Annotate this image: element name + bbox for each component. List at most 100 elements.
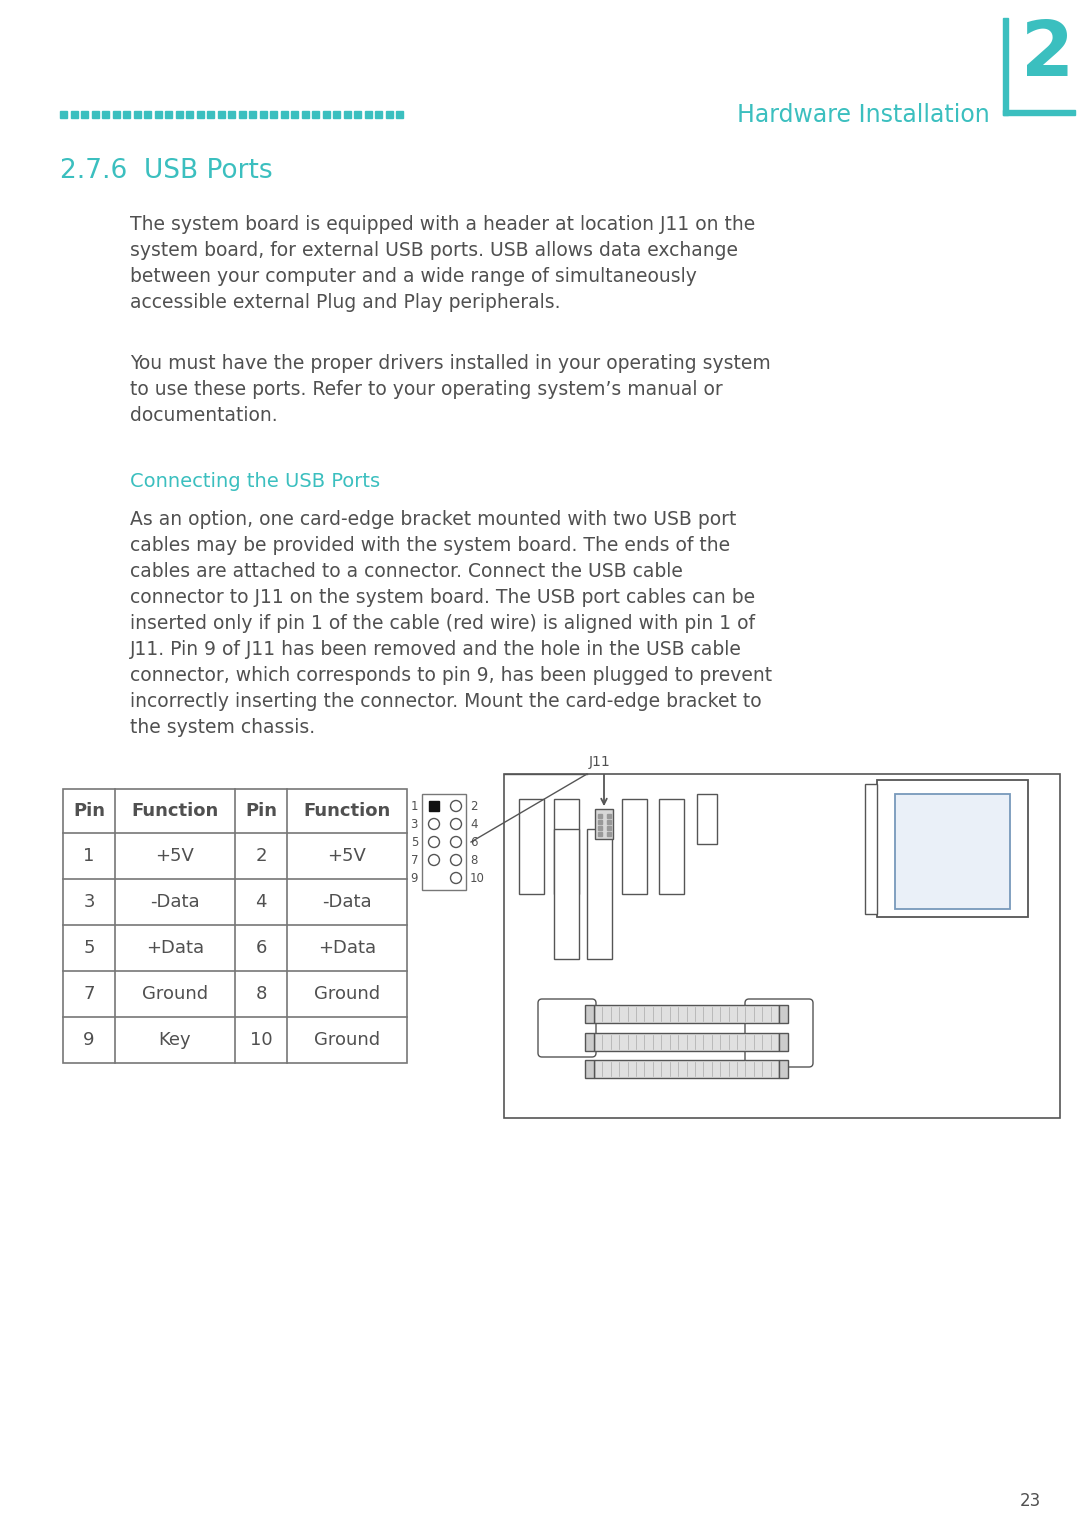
Text: 10: 10	[249, 1031, 272, 1049]
Bar	[594, 1005, 779, 1023]
Text: 10: 10	[470, 872, 485, 884]
Text: The system board is equipped with a header at location J11 on the: The system board is equipped with a head…	[130, 216, 755, 234]
Bar	[259, 112, 267, 118]
Bar	[598, 826, 602, 830]
Text: 2: 2	[470, 800, 477, 812]
Bar	[207, 112, 214, 118]
Bar	[519, 800, 544, 894]
Bar	[249, 112, 256, 118]
Bar	[554, 800, 579, 894]
Text: incorrectly inserting the connector. Mount the card-edge bracket to: incorrectly inserting the connector. Mou…	[130, 693, 761, 711]
Bar	[607, 820, 611, 824]
Text: J11: J11	[589, 755, 611, 769]
FancyBboxPatch shape	[745, 998, 813, 1067]
Text: 6: 6	[255, 939, 267, 957]
Text: Key: Key	[159, 1031, 191, 1049]
Text: Ground: Ground	[314, 985, 380, 1003]
Bar	[598, 813, 602, 818]
Bar	[779, 1060, 788, 1078]
Text: +5V: +5V	[156, 847, 194, 865]
Text: 2: 2	[1022, 18, 1075, 92]
Bar	[134, 112, 140, 118]
Text: cables are attached to a connector. Connect the USB cable: cables are attached to a connector. Conn…	[130, 563, 683, 581]
Text: Pin: Pin	[245, 803, 276, 820]
Text: the system chassis.: the system chassis.	[130, 719, 315, 737]
Text: Function: Function	[303, 803, 391, 820]
Text: 7: 7	[83, 985, 95, 1003]
Bar	[175, 112, 183, 118]
Bar	[895, 794, 1010, 910]
Text: +Data: +Data	[318, 939, 376, 957]
Bar	[323, 112, 329, 118]
Bar	[312, 112, 319, 118]
Bar	[595, 809, 613, 839]
Bar	[165, 112, 172, 118]
Text: 3: 3	[410, 818, 418, 830]
Text: 7: 7	[410, 853, 418, 867]
Text: 5: 5	[410, 835, 418, 849]
Text: Pin: Pin	[73, 803, 105, 820]
Text: 1: 1	[83, 847, 95, 865]
Bar	[270, 112, 276, 118]
Text: inserted only if pin 1 of the cable (red wire) is aligned with pin 1 of: inserted only if pin 1 of the cable (red…	[130, 615, 755, 633]
Text: 3: 3	[83, 893, 95, 911]
Bar	[281, 112, 287, 118]
Text: to use these ports. Refer to your operating system’s manual or: to use these ports. Refer to your operat…	[130, 381, 723, 399]
Bar	[123, 112, 130, 118]
Bar	[70, 112, 78, 118]
Text: Connecting the USB Ports: Connecting the USB Ports	[130, 472, 380, 491]
Text: 9: 9	[83, 1031, 95, 1049]
Text: Ground: Ground	[141, 985, 208, 1003]
Bar	[154, 112, 162, 118]
Text: J11. Pin 9 of J11 has been removed and the hole in the USB cable: J11. Pin 9 of J11 has been removed and t…	[130, 641, 742, 659]
Text: Ground: Ground	[314, 1031, 380, 1049]
Text: -Data: -Data	[322, 893, 372, 911]
Bar	[697, 794, 717, 844]
Text: connector, which corresponds to pin 9, has been plugged to prevent: connector, which corresponds to pin 9, h…	[130, 667, 772, 685]
Bar	[291, 112, 298, 118]
Text: cables may be provided with the system board. The ends of the: cables may be provided with the system b…	[130, 537, 730, 555]
Bar	[60, 112, 67, 118]
Bar	[365, 112, 372, 118]
Text: As an option, one card-edge bracket mounted with two USB port: As an option, one card-edge bracket moun…	[130, 511, 737, 529]
Bar	[429, 801, 438, 810]
Text: 8: 8	[255, 985, 267, 1003]
Bar	[333, 112, 340, 118]
Bar	[301, 112, 309, 118]
Bar	[585, 1005, 594, 1023]
FancyBboxPatch shape	[538, 998, 596, 1057]
Text: You must have the proper drivers installed in your operating system: You must have the proper drivers install…	[130, 355, 771, 373]
Bar	[217, 112, 225, 118]
Text: between your computer and a wide range of simultaneously: between your computer and a wide range o…	[130, 268, 697, 286]
Text: 2: 2	[255, 847, 267, 865]
Bar	[343, 112, 351, 118]
Text: connector to J11 on the system board. The USB port cables can be: connector to J11 on the system board. Th…	[130, 589, 755, 607]
Text: documentation.: documentation.	[130, 407, 278, 425]
Bar	[186, 112, 193, 118]
Bar	[877, 780, 1028, 917]
Bar	[865, 784, 877, 914]
Bar	[228, 112, 235, 118]
Bar	[622, 800, 647, 894]
Bar	[354, 112, 361, 118]
Bar	[1003, 110, 1075, 115]
Bar	[81, 112, 87, 118]
Bar	[779, 1005, 788, 1023]
Bar	[554, 829, 579, 959]
Text: accessible external Plug and Play peripherals.: accessible external Plug and Play periph…	[130, 294, 561, 312]
Bar	[598, 820, 602, 824]
Bar	[588, 829, 612, 959]
Bar	[239, 112, 245, 118]
Bar	[598, 832, 602, 836]
Text: 1: 1	[410, 800, 418, 812]
Text: 9: 9	[410, 872, 418, 884]
Bar	[422, 794, 465, 890]
Bar	[92, 112, 98, 118]
Text: 4: 4	[255, 893, 267, 911]
Text: +Data: +Data	[146, 939, 204, 957]
Text: 2.7.6  USB Ports: 2.7.6 USB Ports	[60, 157, 272, 183]
Bar	[386, 112, 392, 118]
Bar	[504, 774, 1059, 1118]
Bar	[607, 826, 611, 830]
Text: Hardware Installation: Hardware Installation	[738, 102, 990, 127]
